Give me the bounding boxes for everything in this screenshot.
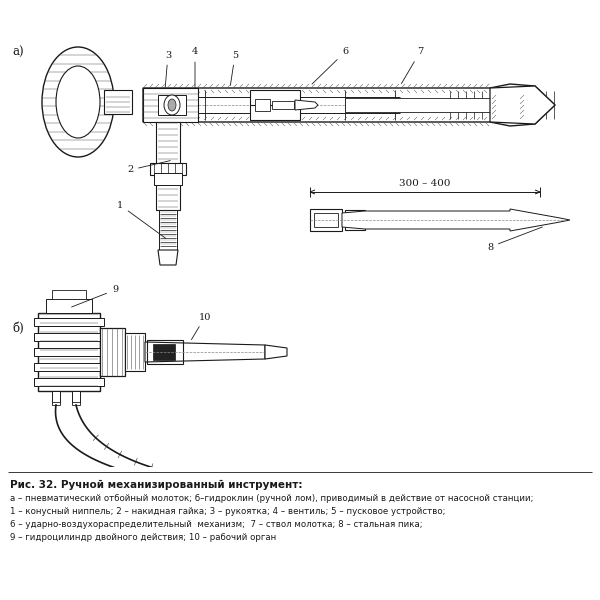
Text: 6: 6 — [312, 47, 348, 84]
Bar — [314, 213, 338, 227]
Bar — [34, 378, 104, 386]
Bar — [150, 163, 186, 175]
Bar — [72, 402, 80, 405]
Text: 7: 7 — [401, 47, 423, 83]
Bar — [154, 173, 182, 185]
Text: 4: 4 — [192, 47, 198, 87]
Text: 9: 9 — [71, 286, 118, 307]
Text: 10: 10 — [191, 313, 211, 340]
Bar — [345, 98, 495, 112]
Text: а): а) — [12, 46, 23, 58]
Bar — [34, 333, 104, 341]
Bar — [153, 344, 175, 360]
Text: 2: 2 — [127, 161, 170, 175]
Bar — [100, 328, 125, 376]
Polygon shape — [295, 100, 318, 110]
Text: 9 – гидроцилиндр двойного действия; 10 – рабочий орган: 9 – гидроцилиндр двойного действия; 10 –… — [10, 533, 276, 542]
Text: 6 – ударно-воздухораспределительный  механизм;  7 – ствол молотка; 8 – стальная : 6 – ударно-воздухораспределительный меха… — [10, 520, 422, 529]
Bar — [34, 318, 104, 326]
Bar — [272, 101, 294, 109]
Ellipse shape — [164, 95, 180, 115]
Polygon shape — [265, 345, 287, 359]
Bar — [72, 391, 80, 403]
Bar — [46, 299, 92, 313]
Bar — [250, 90, 300, 120]
Polygon shape — [158, 250, 178, 265]
Bar — [52, 402, 60, 405]
Text: Рис. 32. Ручной механизированный инструмент:: Рис. 32. Ручной механизированный инструм… — [10, 480, 302, 490]
Bar — [34, 363, 104, 371]
Polygon shape — [342, 209, 570, 231]
Bar — [158, 95, 186, 115]
Bar — [104, 90, 132, 114]
Bar — [310, 209, 342, 231]
Bar — [143, 88, 198, 122]
Polygon shape — [143, 84, 555, 126]
Text: б): б) — [12, 322, 24, 335]
Bar — [52, 391, 60, 403]
Bar — [125, 333, 145, 371]
Ellipse shape — [42, 47, 114, 157]
Bar — [147, 340, 183, 364]
Bar — [156, 122, 180, 210]
Bar — [52, 290, 86, 299]
Text: 8: 8 — [487, 227, 542, 251]
Text: 300 – 400: 300 – 400 — [399, 179, 451, 188]
Text: 3: 3 — [165, 50, 171, 87]
Ellipse shape — [168, 99, 176, 111]
Bar — [38, 313, 100, 391]
Text: 5: 5 — [230, 50, 238, 85]
Text: а – пневматический отбойный молоток; б–гидроклин (ручной лом), приводимый в дейс: а – пневматический отбойный молоток; б–г… — [10, 494, 533, 503]
Bar — [345, 210, 365, 230]
Text: 1 – конусный ниппель; 2 – накидная гайка; 3 – рукоятка; 4 – вентиль; 5 – пусково: 1 – конусный ниппель; 2 – накидная гайка… — [10, 507, 445, 516]
Polygon shape — [490, 86, 555, 124]
Bar — [159, 210, 177, 250]
Bar — [255, 99, 270, 111]
Text: 1: 1 — [117, 200, 166, 238]
Ellipse shape — [56, 66, 100, 138]
Polygon shape — [145, 342, 265, 362]
Bar — [34, 348, 104, 356]
Bar — [0, 467, 600, 600]
